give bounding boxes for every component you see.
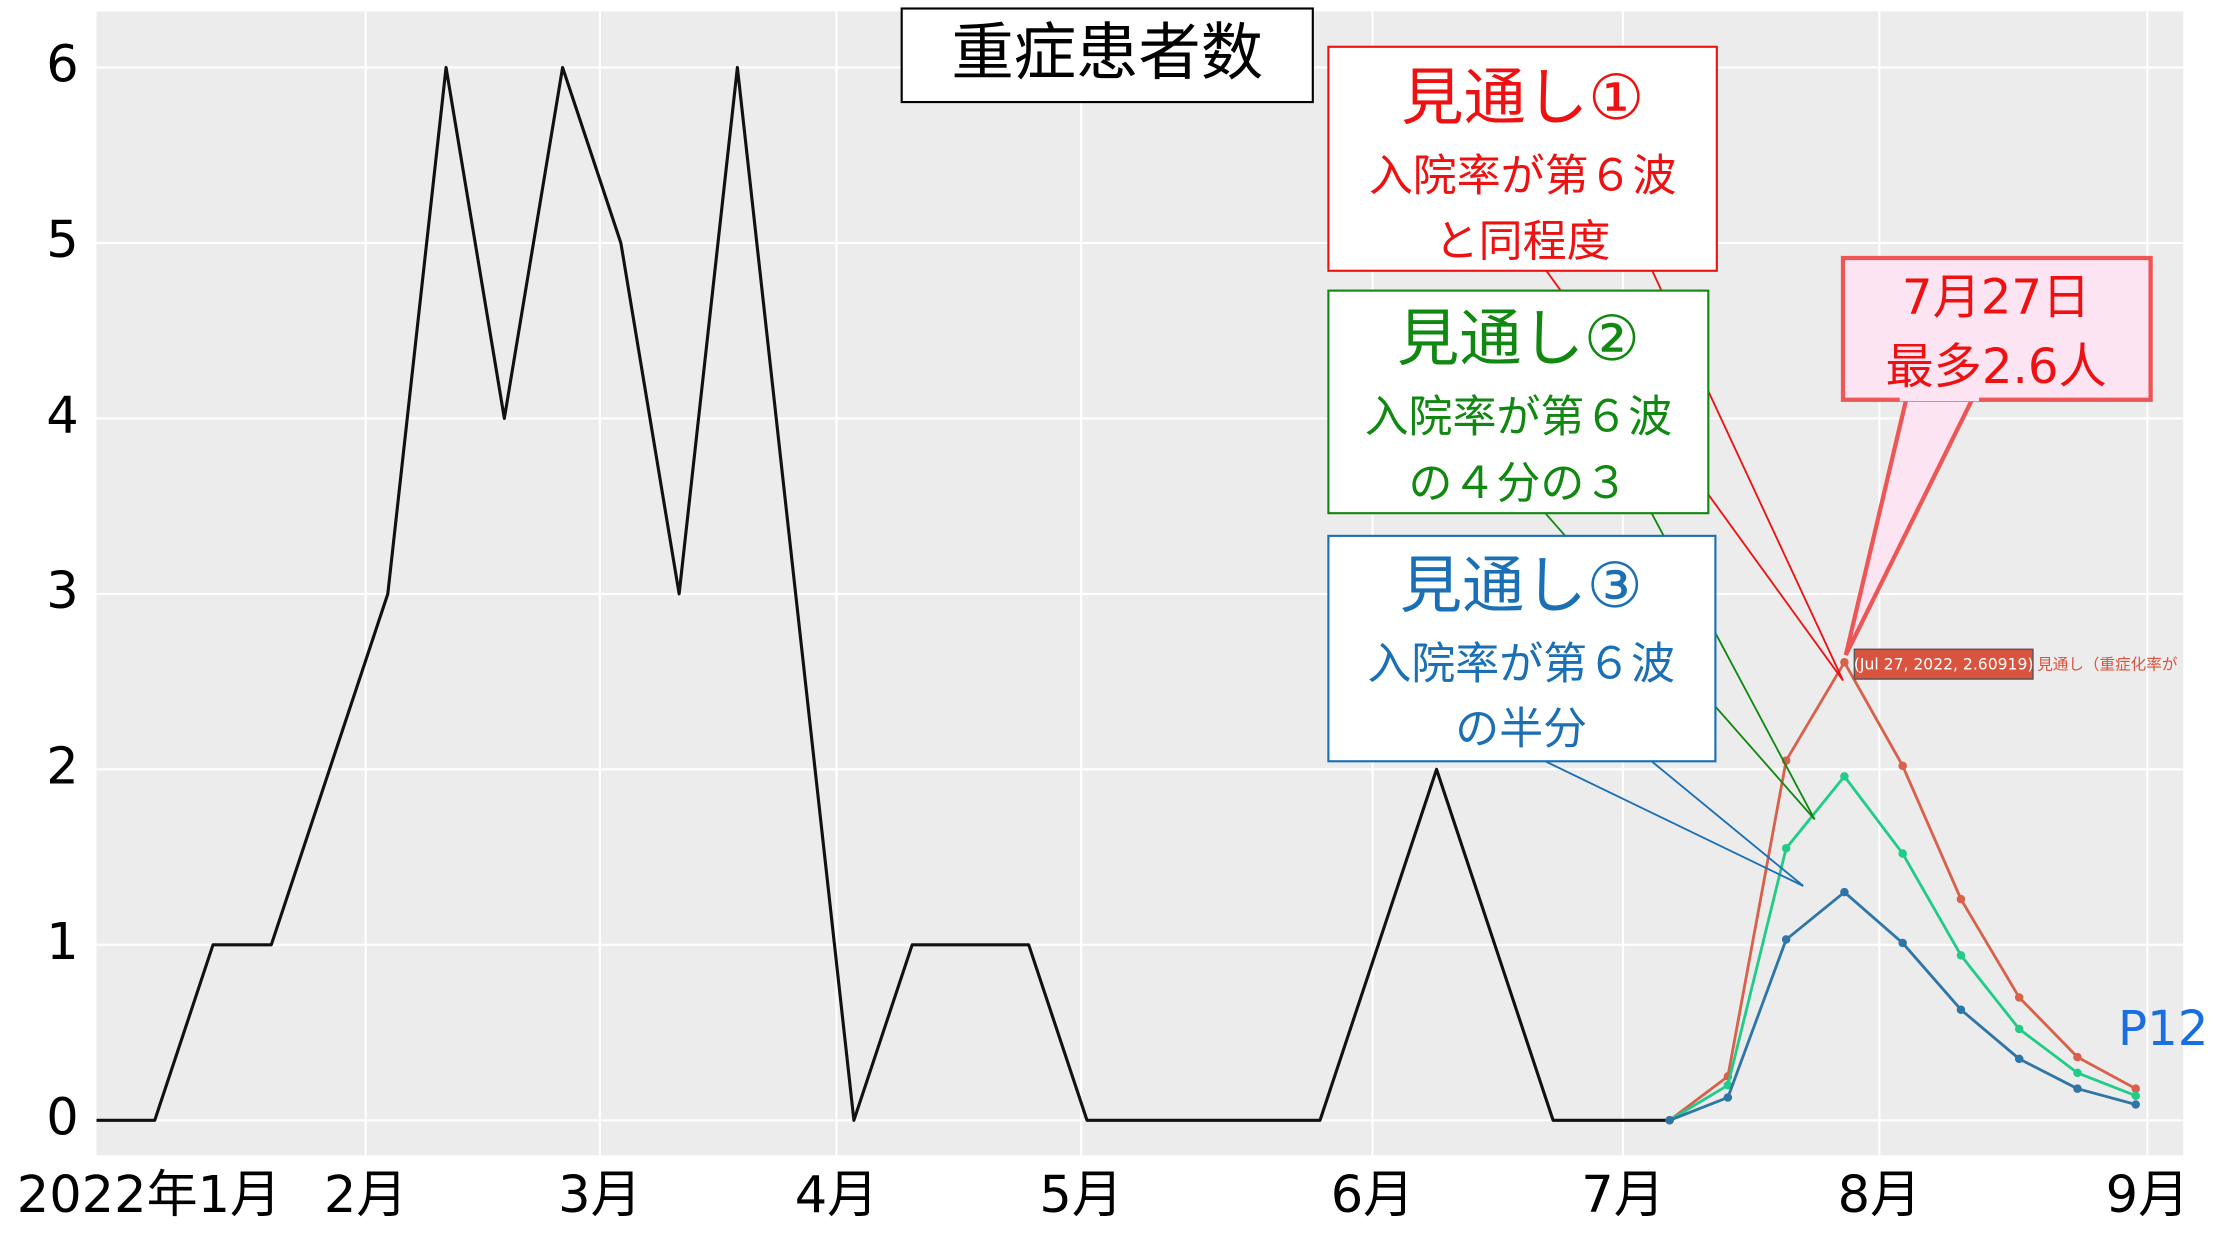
point: [1956, 894, 1966, 904]
point: [1840, 658, 1849, 667]
y-tick-label: 1: [46, 913, 78, 972]
callout-joint: [1899, 394, 1980, 402]
y-tick-label: 3: [46, 562, 78, 621]
point: [2073, 1052, 2082, 1062]
y-tick-label: 6: [46, 35, 78, 94]
tooltip: [1853, 648, 2034, 680]
point: [1781, 935, 1791, 944]
annotation-box: [1327, 289, 1710, 515]
point: [1723, 1080, 1733, 1090]
title-box: [900, 7, 1314, 104]
series-line: [96, 65, 1670, 1122]
point: [2014, 993, 2024, 1002]
point: [1898, 761, 1907, 771]
point: [1898, 849, 1907, 858]
tooltip-text: (Jul 27, 2022, 2.60919): [1854, 655, 2034, 673]
plot-background: [96, 11, 2184, 1156]
annotation: の半分: [1455, 703, 1587, 754]
annotation: 7月27日: [1902, 270, 2090, 326]
point: [1956, 1005, 1966, 1014]
x-tick-label: 8月: [1838, 1166, 1921, 1225]
point: [2073, 1068, 2082, 1078]
x-tick-label: 4月: [795, 1166, 878, 1225]
point: [2131, 1100, 2140, 1109]
point: [1840, 772, 1849, 781]
lines: [96, 65, 2140, 1125]
x-tick-label: 3月: [558, 1166, 641, 1225]
labels: 0 1 2 3 4 5 6 2022年1月 2月 3月 4月 5月 6月 7月 8月 9月: [17, 35, 2189, 1224]
x-tick-label: 2月: [324, 1166, 407, 1225]
x-tick-label: 7月: [1581, 1166, 1664, 1225]
point: [1665, 1116, 1674, 1125]
annotation-box: [1840, 255, 2153, 402]
annotation: と同程度: [1435, 216, 1611, 267]
x-tick-label: 2022年1月: [17, 1166, 281, 1225]
point: [1898, 938, 1907, 948]
annotation-box: [1327, 534, 1717, 763]
point: [2073, 1084, 2082, 1093]
annotation: 最多2.6人: [1885, 339, 2106, 395]
annotation: 見通し①: [1401, 61, 1644, 134]
point: [1956, 951, 1966, 960]
chart-title: 重症患者数: [951, 16, 1263, 89]
x-tick-label: 6月: [1331, 1166, 1414, 1225]
tooltip-name: 見通し（重症化率が: [2037, 655, 2178, 673]
point: [1781, 844, 1791, 853]
annotation-box: [1327, 45, 1718, 272]
y-tick-label: 2: [46, 737, 78, 796]
page-number: P12: [2118, 1001, 2208, 1057]
callout-line: [1651, 760, 1804, 887]
point: [1840, 887, 1849, 897]
x-tick-label: 9月: [2106, 1166, 2189, 1225]
point: [2014, 1024, 2024, 1034]
point: [1723, 1093, 1733, 1102]
point: [2131, 1084, 2140, 1093]
x-tick-label: 5月: [1039, 1166, 1122, 1225]
callout-line: [1544, 760, 1804, 887]
y-tick-label: 5: [46, 211, 78, 270]
grid: [96, 11, 2184, 1156]
point: [2131, 1091, 2140, 1100]
annotation: 見通し②: [1397, 302, 1640, 375]
annotation: の４分の３: [1409, 458, 1629, 509]
annotation: 入院率が第６波: [1369, 151, 1677, 202]
annotation: 入院率が第６波: [1367, 638, 1675, 689]
annotation: 見通し③: [1400, 549, 1643, 622]
point: [2014, 1054, 2024, 1064]
y-tick-label: 0: [46, 1088, 78, 1147]
y-tick-label: 4: [46, 386, 78, 445]
annotation: 入院率が第６波: [1365, 392, 1673, 443]
